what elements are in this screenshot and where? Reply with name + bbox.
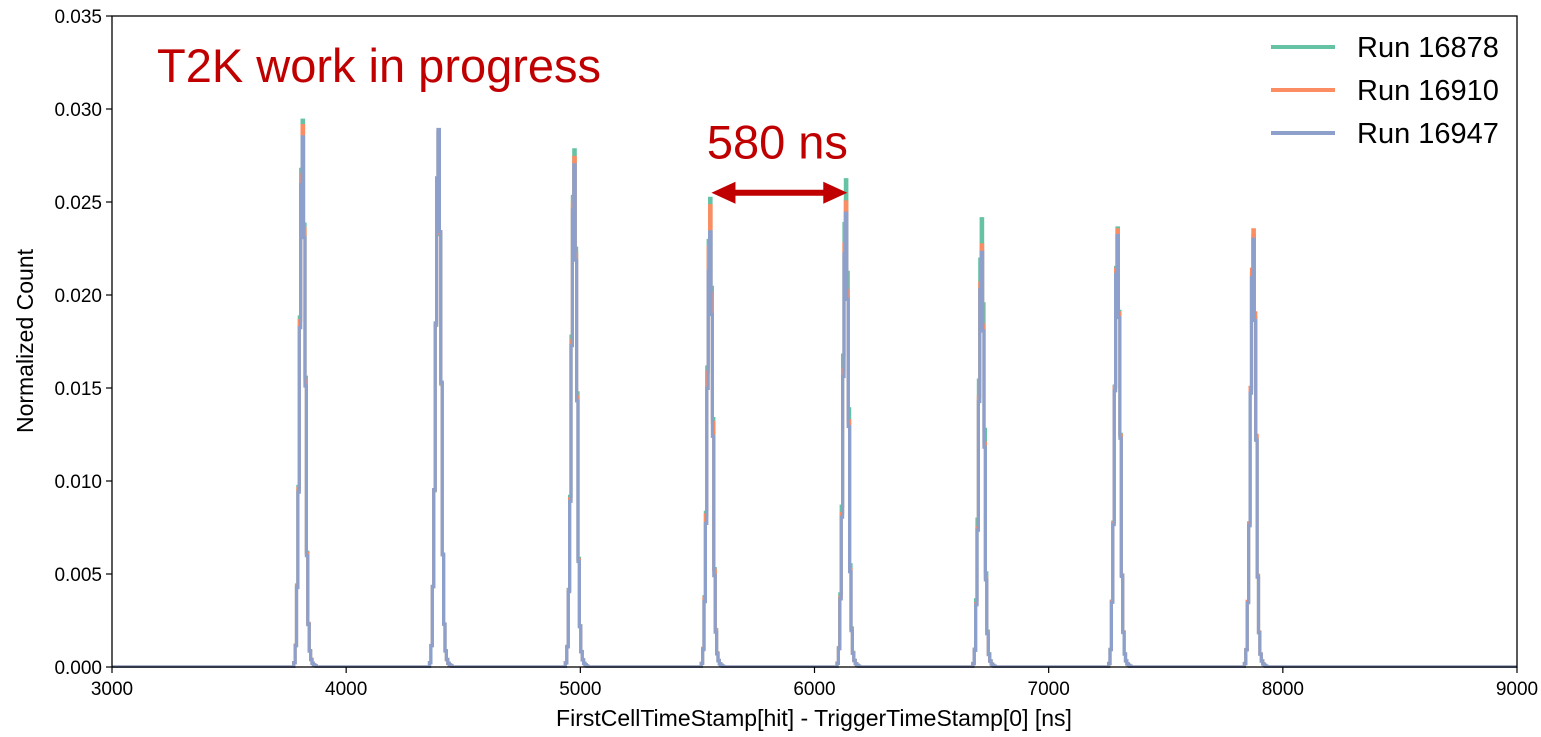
spacing-arrowhead-left xyxy=(711,181,736,204)
legend-label: Run 16878 xyxy=(1357,32,1499,64)
series-line-1 xyxy=(112,118,1517,668)
y-tick-label: 0.030 xyxy=(54,100,102,121)
x-tick-label: 9000 xyxy=(1496,679,1538,700)
y-axis: 0.000 0.005 0.010 0.015 0.020 0.025 0.030 0.035 xyxy=(54,7,112,679)
work-in-progress-annotation: T2K work in progress xyxy=(157,39,601,92)
series-line-2 xyxy=(112,124,1517,668)
legend: Run 16878 Run 16910 Run 16947 xyxy=(1271,32,1499,150)
x-tick-label: 6000 xyxy=(793,679,835,700)
x-tick-label: 5000 xyxy=(559,679,601,700)
y-axis-label: Normalized Count xyxy=(12,248,38,433)
y-tick-label: 0.020 xyxy=(54,286,102,307)
y-tick-label: 0.015 xyxy=(54,379,102,400)
series-layer xyxy=(112,118,1517,668)
spacing-arrowhead-right xyxy=(823,181,848,204)
legend-label: Run 16910 xyxy=(1357,75,1499,107)
x-tick-label: 4000 xyxy=(325,679,367,700)
y-tick-label: 0.025 xyxy=(54,193,102,214)
x-tick-label: 3000 xyxy=(91,679,133,700)
x-axis: 3000 4000 5000 6000 7000 8000 9000 xyxy=(91,667,1538,700)
plot-frame xyxy=(111,15,1518,668)
y-tick-label: 0.005 xyxy=(54,565,102,586)
legend-label: Run 16947 xyxy=(1357,118,1499,150)
x-tick-label: 7000 xyxy=(1028,679,1070,700)
y-tick-label: 0.000 xyxy=(54,658,102,679)
series-line-3 xyxy=(112,127,1517,668)
x-axis-label: FirstCellTimeStamp[hit] - TriggerTimeSta… xyxy=(556,705,1072,731)
spacing-label: 580 ns xyxy=(707,116,848,169)
y-tick-label: 0.035 xyxy=(54,7,102,28)
x-tick-label: 8000 xyxy=(1262,679,1304,700)
y-tick-label: 0.010 xyxy=(54,472,102,493)
peak-spacing-annotation: 580 ns xyxy=(707,116,848,204)
